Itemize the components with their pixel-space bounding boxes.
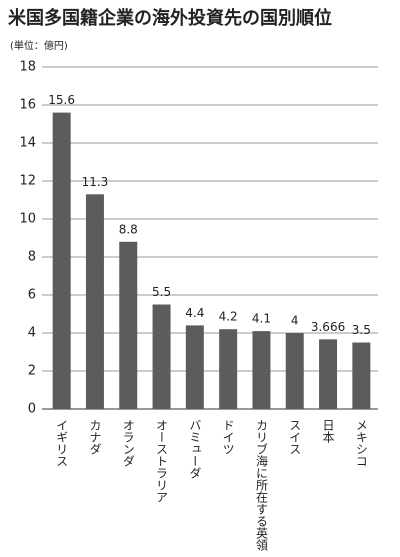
value-label: 15.6 xyxy=(48,93,75,107)
y-tick-label: 8 xyxy=(28,250,36,265)
value-label: 4 xyxy=(291,314,299,328)
bar xyxy=(252,331,271,409)
bar xyxy=(52,112,71,409)
bar xyxy=(285,333,304,409)
bar xyxy=(119,241,138,409)
x-tick-label: オーストラリア xyxy=(155,419,169,503)
bar xyxy=(152,304,171,409)
value-label: 8.8 xyxy=(119,222,138,236)
x-tick-label: スイス xyxy=(288,419,302,455)
y-tick-label: 6 xyxy=(28,288,36,303)
x-tick-label: ドイツ xyxy=(221,419,235,455)
y-axis-unit: (単位：億円) xyxy=(10,39,68,52)
bar xyxy=(185,325,204,409)
value-label: 4.1 xyxy=(252,312,271,326)
x-tick-label: メキシコ xyxy=(354,419,368,467)
y-tick-label: 14 xyxy=(19,136,36,151)
y-tick-label: 0 xyxy=(28,402,36,417)
y-tick-label: 4 xyxy=(28,326,36,341)
value-label: 5.5 xyxy=(152,285,171,299)
value-label: 3.5 xyxy=(352,323,371,337)
y-tick-label: 2 xyxy=(28,364,36,379)
bar xyxy=(319,339,338,409)
x-tick-label: カリブ海に所在する英領 xyxy=(254,419,268,552)
bar xyxy=(352,342,371,409)
y-tick-label: 12 xyxy=(19,174,36,189)
x-tick-label: オランダ xyxy=(121,419,135,467)
value-label: 4.4 xyxy=(185,306,204,320)
value-label: 11.3 xyxy=(82,175,109,189)
x-tick-label: 日本 xyxy=(321,419,335,444)
bar xyxy=(219,329,238,409)
y-tick-label: 16 xyxy=(19,98,36,113)
value-label: 3.666 xyxy=(311,320,345,334)
value-label: 4.2 xyxy=(219,310,238,324)
x-tick-label: イギリス xyxy=(55,419,69,467)
bar xyxy=(85,194,104,409)
x-tick-label: バミューダ xyxy=(188,419,202,479)
y-tick-label: 10 xyxy=(19,212,36,227)
y-tick-label: 18 xyxy=(19,60,36,75)
x-tick-label: カナダ xyxy=(88,419,102,455)
chart-title: 米国多国籍企業の海外投資先の国別順位 xyxy=(8,7,332,29)
